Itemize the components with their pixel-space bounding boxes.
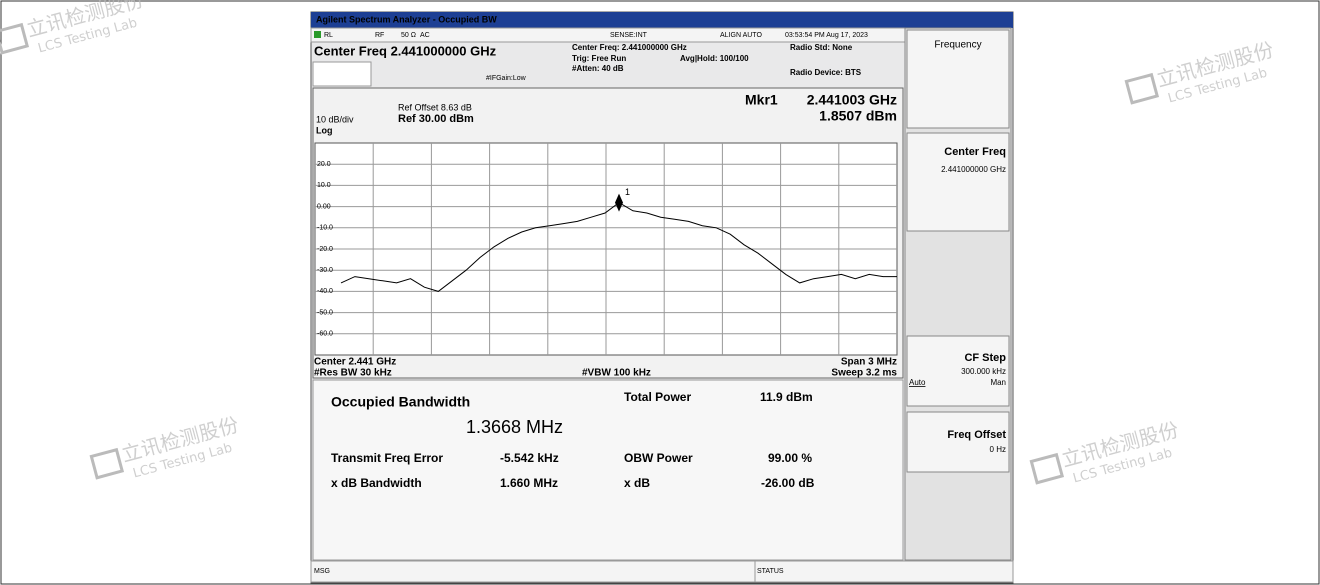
marker-frequency: 2.441003 GHz bbox=[807, 92, 897, 108]
obw-power: 99.00 % bbox=[768, 451, 812, 465]
scale-type: Log bbox=[316, 125, 333, 135]
results-panel bbox=[312, 379, 904, 561]
status-text: ALIGN AUTO bbox=[720, 32, 762, 39]
status-text: AC bbox=[420, 32, 430, 39]
tfe: -5.542 kHz bbox=[500, 451, 559, 465]
marker-number: 1 bbox=[625, 187, 630, 197]
obw-value: 1.3668 MHz bbox=[466, 417, 563, 437]
y-tick-label: -50.0 bbox=[317, 309, 333, 316]
watermark-logo bbox=[1124, 72, 1160, 105]
footer-span: Span 3 MHz bbox=[841, 357, 897, 368]
y-tick-label: 0.00 bbox=[317, 203, 331, 210]
ref-offset: Ref Offset 8.63 dB bbox=[398, 102, 472, 112]
ref-level: Ref 30.00 dBm bbox=[398, 113, 474, 125]
footer-center: Center 2.441 GHz bbox=[314, 357, 396, 368]
xdb-bw: 1.660 MHz bbox=[500, 476, 558, 490]
window-title: Agilent Spectrum Analyzer - Occupied BW bbox=[316, 14, 497, 24]
y-tick-label: -60.0 bbox=[317, 331, 333, 338]
y-tick-label: -10.0 bbox=[317, 225, 333, 232]
footer-res-bw: #Res BW 30 kHz bbox=[314, 368, 392, 379]
marker bbox=[615, 193, 623, 212]
atten: #Atten: 40 dB bbox=[572, 64, 624, 73]
softkey-value: 2.441000000 GHz bbox=[941, 165, 1006, 174]
marker-value: 1.8507 dBm bbox=[819, 108, 897, 124]
status-timestamp: 03:53:54 PM Aug 17, 2023 bbox=[785, 32, 868, 39]
tfe-label: Transmit Freq Error bbox=[331, 451, 443, 465]
status-text: 50 Ω bbox=[401, 32, 416, 39]
softkey-freq-offset: Freq Offset bbox=[947, 429, 1006, 441]
watermark-logo bbox=[89, 447, 125, 480]
footer-sweep: Sweep 3.2 ms bbox=[831, 368, 897, 379]
softkey-man: Man bbox=[990, 378, 1006, 387]
blank-field bbox=[312, 61, 372, 87]
softkey[interactable] bbox=[906, 411, 1010, 473]
title-bar bbox=[311, 12, 1013, 28]
status-text: SENSE:INT bbox=[610, 32, 648, 39]
xdb: -26.00 dB bbox=[761, 476, 815, 490]
xdb-label: x dB bbox=[624, 476, 650, 490]
total-power-label: Total Power bbox=[624, 390, 691, 404]
softkey[interactable] bbox=[906, 132, 1010, 232]
radio-std: Radio Std: None bbox=[790, 43, 853, 52]
softkey-auto: Auto bbox=[909, 378, 926, 387]
avg-hold: Avg|Hold: 100/100 bbox=[680, 54, 749, 63]
y-tick-label: 20.0 bbox=[317, 161, 331, 168]
obw-label: Occupied Bandwidth bbox=[331, 394, 470, 410]
center-freq: Center Freq 2.441000000 GHz bbox=[314, 43, 497, 58]
status-text: RF bbox=[375, 32, 384, 39]
y-tick-label: -20.0 bbox=[317, 246, 333, 253]
center-info: Center Freq: 2.441000000 GHz bbox=[572, 43, 687, 52]
xdb-bw-label: x dB Bandwidth bbox=[331, 476, 422, 490]
softkey-center-freq: Center Freq bbox=[944, 146, 1006, 158]
marker-name: Mkr1 bbox=[745, 92, 778, 108]
footer-vbw: #VBW 100 kHz bbox=[582, 368, 651, 379]
bottom-bar bbox=[310, 560, 1014, 583]
status-text: RL bbox=[324, 32, 333, 39]
watermark-logo bbox=[1029, 452, 1065, 485]
softkey-menu: Frequency bbox=[934, 40, 981, 51]
y-tick-label: 10.0 bbox=[317, 182, 331, 189]
watermark-logo bbox=[0, 22, 30, 55]
obw-power-label: OBW Power bbox=[624, 451, 693, 465]
softkey[interactable] bbox=[906, 335, 1010, 407]
status: STATUS bbox=[757, 568, 784, 575]
radio-device: Radio Device: BTS bbox=[790, 68, 862, 77]
softkey-header[interactable] bbox=[906, 29, 1010, 129]
softkey-value: 0 Hz bbox=[990, 445, 1006, 454]
trig: Trig: Free Run bbox=[572, 54, 626, 63]
if-gain: #IFGain:Low bbox=[486, 75, 527, 82]
y-tick-label: -30.0 bbox=[317, 267, 333, 274]
total-power: 11.9 dBm bbox=[760, 390, 813, 404]
status-light bbox=[314, 31, 321, 38]
scale: 10 dB/div bbox=[316, 114, 354, 124]
softkey-value: 300.000 kHz bbox=[961, 367, 1006, 376]
y-tick-label: -40.0 bbox=[317, 288, 333, 295]
msg: MSG bbox=[314, 568, 330, 575]
softkey-cf-step: CF Step bbox=[964, 352, 1006, 364]
